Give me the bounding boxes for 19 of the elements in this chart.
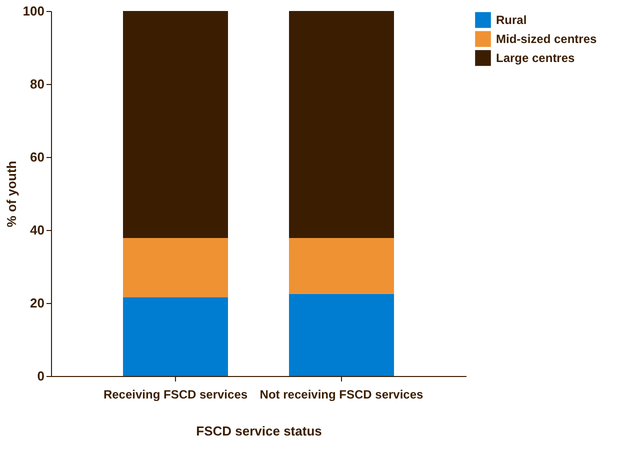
legend-label: Rural [496, 13, 527, 27]
bar [289, 11, 394, 238]
bar [123, 297, 228, 376]
y-tick-label: 20 [30, 296, 44, 310]
bar [289, 294, 394, 376]
y-tick-label: 0 [37, 368, 44, 384]
legend-label: Large centres [496, 51, 576, 65]
y-tick-label: 80 [30, 76, 44, 92]
y-tick-label: 60 [30, 150, 44, 164]
y-tick-label: 100 [22, 4, 44, 18]
x-axis-title: FSCD service status [196, 424, 322, 438]
x-tick-label: Receiving FSCD services [103, 388, 248, 402]
bar [123, 11, 228, 238]
bar [289, 238, 394, 294]
legend-label: Mid-sized centres [496, 32, 598, 46]
y-tick-label: 40 [30, 222, 44, 238]
x-tick-label: Not receiving FSCD services [260, 388, 424, 402]
y-axis-title: % of youth [4, 160, 19, 228]
bar [123, 238, 228, 298]
